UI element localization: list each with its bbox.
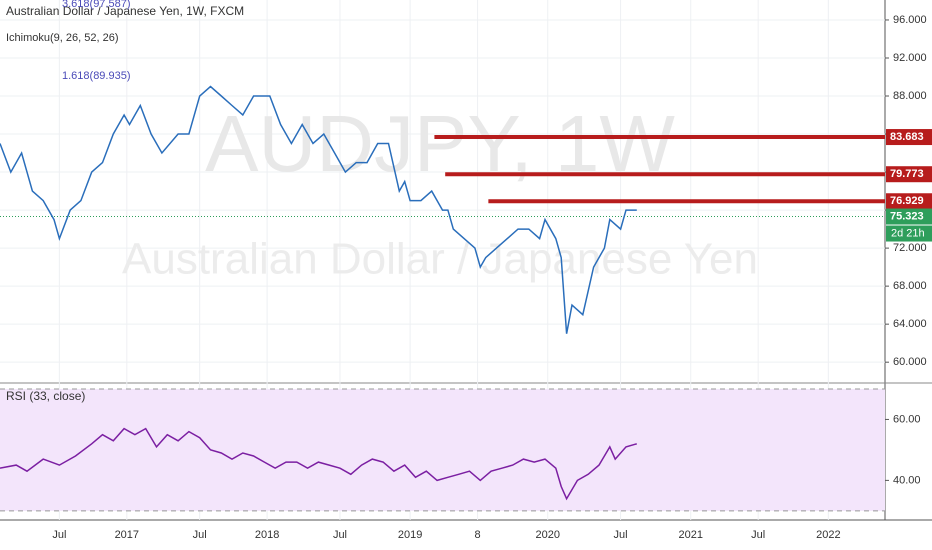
last-price-label: 75.323 [890,210,924,222]
price-level-label: 83.683 [890,131,924,143]
x-tick-label: 2020 [535,529,559,541]
countdown-tag [886,225,932,242]
y-tick-label: 64.000 [893,318,927,330]
y-tick-label: 60.00 [893,413,921,425]
y-tick-label: 96.000 [893,14,927,26]
x-tick-label: 8 [475,529,481,541]
rsi-background [0,388,885,511]
fib-label: 1.618(89.935) [62,70,131,82]
panel-title: Australian Dollar / Japanese Yen, 1W, FX… [6,4,244,18]
price-level-label: 79.773 [890,168,924,180]
x-tick-label: Jul [333,529,347,541]
y-tick-label: 68.000 [893,280,927,292]
price-level-tag [886,193,932,210]
fib-label: 3.618(97.587) [62,0,131,10]
x-tick-label: 2019 [398,529,422,541]
y-tick-label: 40.00 [893,474,921,486]
x-tick-label: Jul [751,529,765,541]
x-tick-label: Jul [614,529,628,541]
last-price-tag [886,208,932,225]
y-tick-label: 92.000 [893,52,927,64]
watermark: Australian Dollar / Japanese Yen [122,235,758,284]
panel-title: RSI (33, close) [6,389,85,403]
series-line [0,427,638,501]
x-tick-label: 2018 [255,529,279,541]
series-line [0,85,637,334]
price-level-tag [886,166,932,183]
x-tick-label: Jul [52,529,66,541]
y-tick-label: 72.000 [893,242,927,254]
x-tick-label: 2017 [115,529,139,541]
y-tick-label: 60.000 [893,356,927,368]
x-tick-label: 2022 [816,529,840,541]
x-tick-label: 2021 [678,529,702,541]
y-tick-label: 88.000 [893,90,927,102]
countdown-label: 2d 21h [891,227,925,239]
price-level-tag [886,129,932,146]
indicator-label: Ichimoku(9, 26, 52, 26) [6,32,119,44]
price-level-label: 76.929 [890,195,924,207]
x-tick-label: Jul [193,529,207,541]
